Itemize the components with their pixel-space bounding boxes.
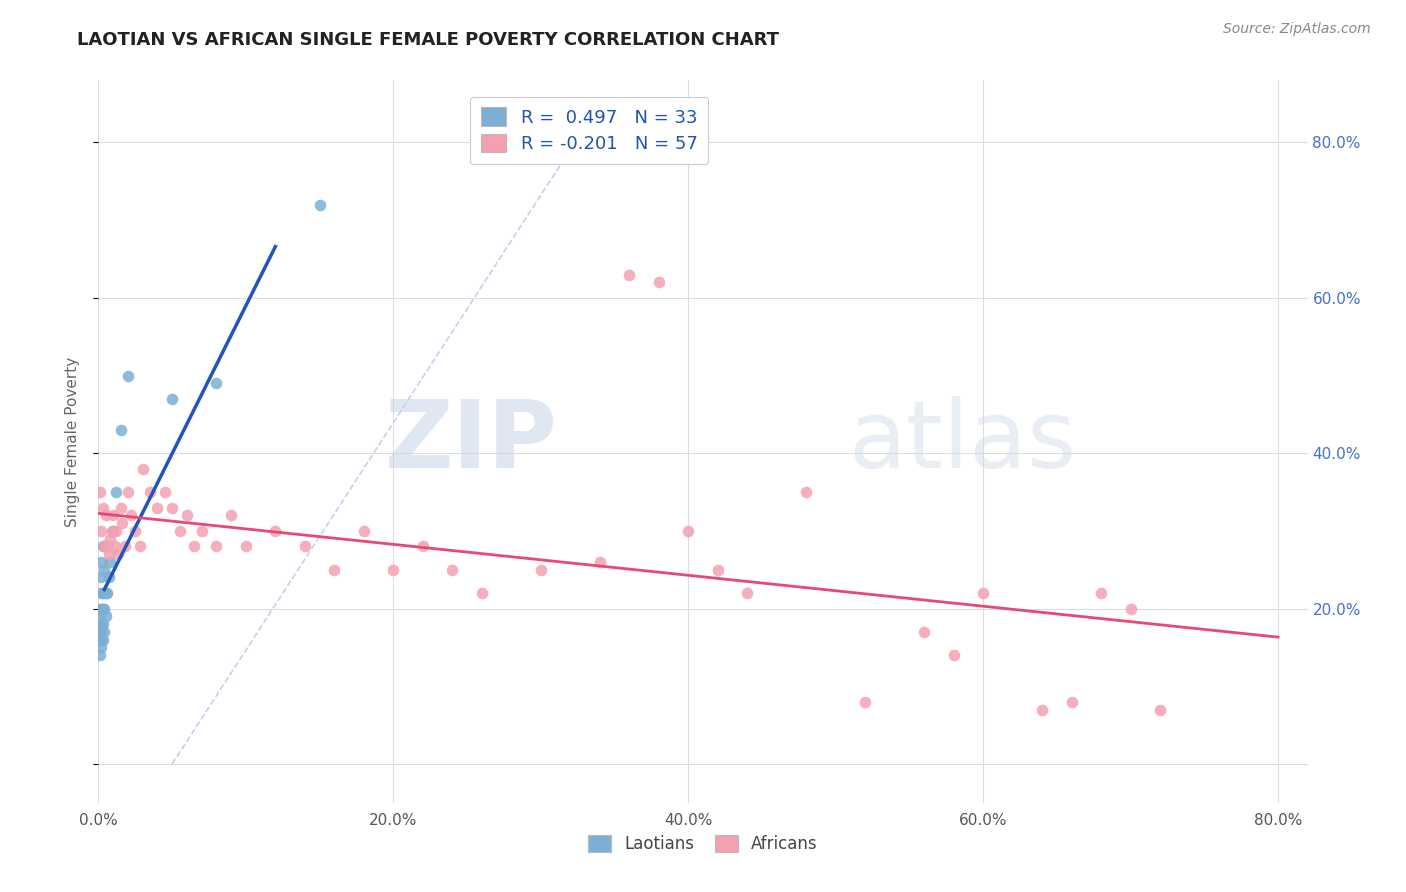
Point [176, 508, 198, 523]
Point [96, 586, 118, 600]
Point [96, 540, 118, 554]
Point [104, 540, 127, 554]
Point [648, 275, 671, 289]
Point [853, 695, 876, 709]
Point [105, 524, 128, 538]
Point [323, 563, 346, 577]
Point [264, 524, 287, 538]
Point [942, 648, 965, 663]
Point [94, 609, 117, 624]
Point [128, 540, 150, 554]
Point [153, 485, 176, 500]
Point [183, 540, 205, 554]
Point [412, 540, 434, 554]
Point [93, 601, 115, 615]
Point [117, 485, 139, 500]
Point [90, 555, 112, 569]
Point [169, 524, 191, 538]
Point [1031, 702, 1053, 716]
Point [91, 601, 114, 615]
Point [1119, 601, 1142, 615]
Point [160, 500, 183, 515]
Text: LAOTIAN VS AFRICAN SINGLE FEMALE POVERTY CORRELATION CHART: LAOTIAN VS AFRICAN SINGLE FEMALE POVERTY… [77, 31, 779, 49]
Point [110, 423, 132, 437]
Point [107, 547, 129, 561]
Point [97, 570, 120, 584]
Point [205, 540, 228, 554]
Point [90, 524, 112, 538]
Point [117, 368, 139, 383]
Point [589, 555, 612, 569]
Point [93, 624, 115, 639]
Point [1090, 586, 1112, 600]
Point [101, 508, 124, 523]
Point [98, 532, 121, 546]
Point [235, 540, 257, 554]
Point [912, 624, 935, 639]
Point [114, 540, 136, 554]
Point [91, 617, 114, 632]
Point [794, 485, 817, 500]
Y-axis label: Single Female Poverty: Single Female Poverty [65, 357, 80, 526]
Point [190, 524, 212, 538]
Point [1060, 695, 1083, 709]
Point [308, 197, 330, 211]
Point [90, 617, 112, 632]
Legend: Laotians, Africans: Laotians, Africans [581, 828, 825, 860]
Point [93, 540, 115, 554]
Point [120, 508, 142, 523]
Text: Source: ZipAtlas.com: Source: ZipAtlas.com [1223, 22, 1371, 37]
Point [90, 640, 112, 655]
Point [90, 586, 112, 600]
Point [105, 485, 128, 500]
Point [94, 586, 117, 600]
Point [89, 648, 111, 663]
Point [91, 586, 114, 600]
Point [97, 547, 120, 561]
Point [471, 586, 494, 600]
Text: ZIP: ZIP [385, 395, 558, 488]
Point [678, 524, 700, 538]
Point [441, 563, 464, 577]
Point [89, 624, 111, 639]
Point [382, 563, 405, 577]
Point [90, 624, 112, 639]
Point [619, 268, 641, 282]
Point [219, 508, 242, 523]
Point [91, 540, 114, 554]
Point [89, 632, 111, 647]
Point [124, 524, 146, 538]
Point [89, 485, 111, 500]
Point [160, 392, 183, 406]
Point [89, 601, 111, 615]
Point [972, 586, 994, 600]
Point [146, 500, 169, 515]
Point [90, 570, 112, 584]
Point [91, 500, 114, 515]
Point [530, 563, 553, 577]
Point [131, 461, 153, 475]
Point [111, 516, 134, 530]
Point [735, 586, 758, 600]
Text: atlas: atlas [848, 395, 1077, 488]
Point [98, 555, 121, 569]
Point [89, 609, 111, 624]
Point [205, 376, 228, 391]
Point [94, 508, 117, 523]
Point [101, 524, 124, 538]
Point [100, 524, 122, 538]
Point [90, 632, 112, 647]
Point [706, 563, 728, 577]
Point [353, 524, 375, 538]
Point [90, 601, 112, 615]
Point [139, 485, 162, 500]
Point [110, 500, 132, 515]
Point [93, 563, 115, 577]
Point [1149, 702, 1171, 716]
Point [91, 632, 114, 647]
Point [294, 540, 316, 554]
